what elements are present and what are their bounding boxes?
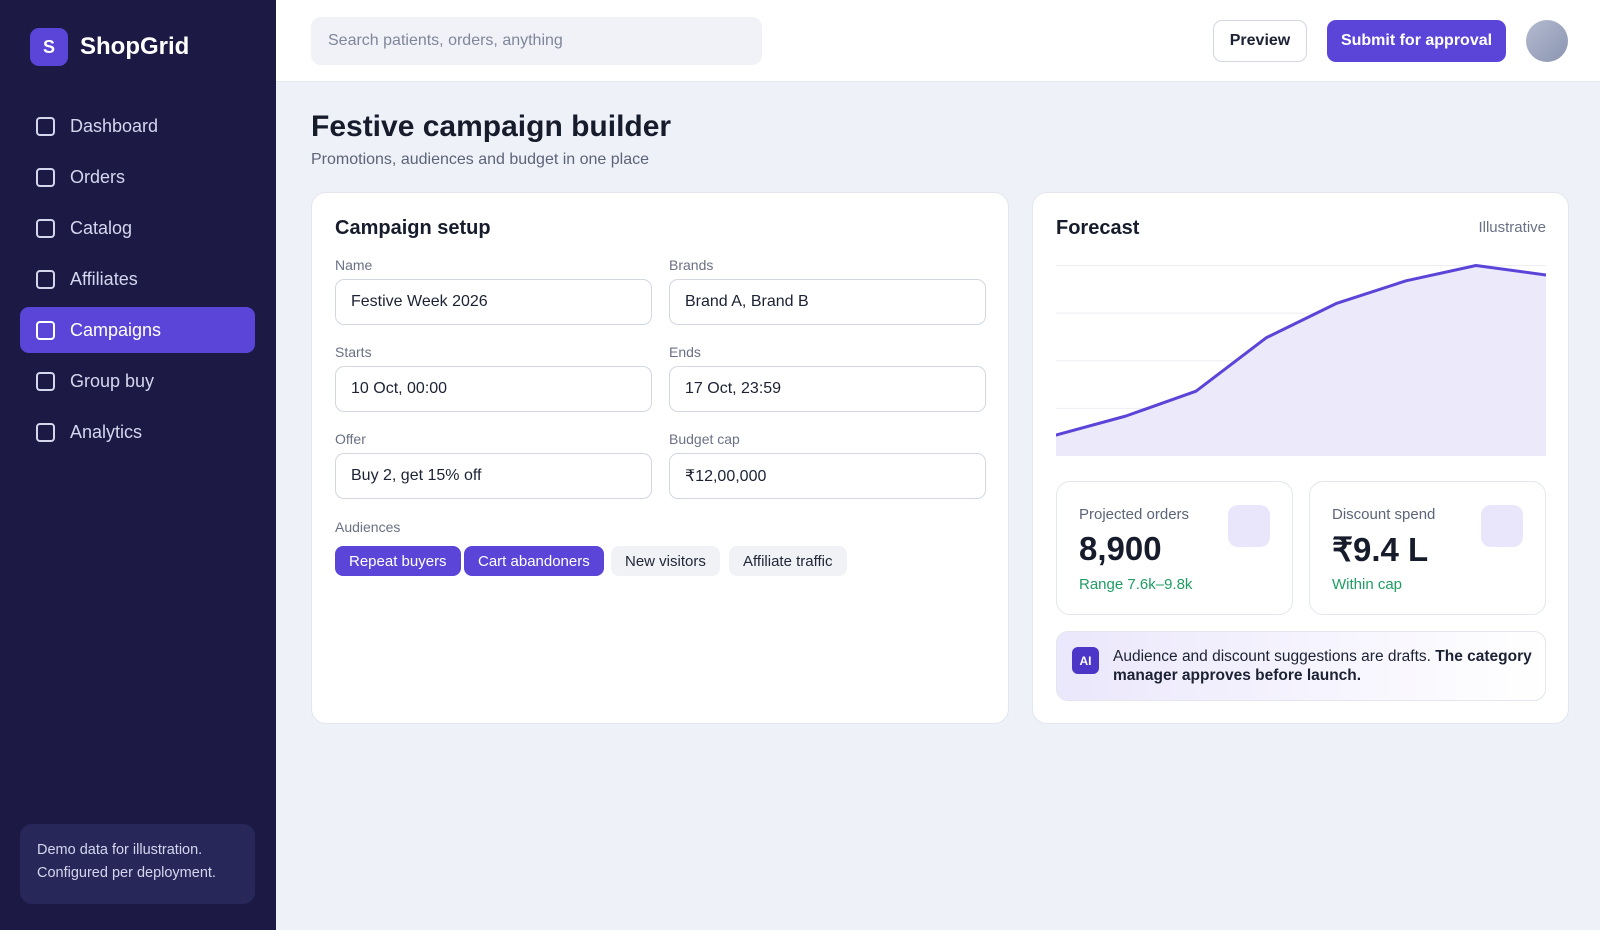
sidebar-item-label: Orders bbox=[70, 166, 126, 187]
sidebar-item-campaigns[interactable]: Campaigns bbox=[20, 307, 255, 353]
topbar: Preview Submit for approval bbox=[276, 0, 1600, 82]
sidebar-item-group-buy[interactable]: Group buy bbox=[20, 358, 255, 404]
brands-label: Brands bbox=[669, 257, 714, 273]
sidebar-item-label: Analytics bbox=[70, 421, 143, 442]
campaigns-icon bbox=[36, 320, 55, 340]
brand-logo: S bbox=[30, 28, 68, 66]
name-label: Name bbox=[335, 257, 373, 273]
brand[interactable]: S ShopGrid bbox=[30, 28, 189, 66]
stat-status: Within cap bbox=[1332, 576, 1403, 593]
sidebar-item-orders[interactable]: Orders bbox=[20, 154, 255, 200]
ai-note-text: Audience and discount suggestions are dr… bbox=[1113, 647, 1533, 685]
group-buy-icon bbox=[36, 371, 55, 391]
sidebar-item-affiliates[interactable]: Affiliates bbox=[20, 256, 255, 302]
sidebar-item-label: Catalog bbox=[70, 217, 133, 238]
audiences-label: Audiences bbox=[335, 519, 401, 535]
card-title: Forecast bbox=[1056, 217, 1140, 239]
stat-value: 8,900 bbox=[1079, 530, 1162, 567]
brands-field[interactable] bbox=[669, 279, 986, 325]
stat-value: ₹9.4 L bbox=[1332, 531, 1429, 568]
avatar[interactable] bbox=[1526, 20, 1568, 62]
campaign-setup-card: Campaign setup Name Brands Starts Ends O… bbox=[311, 192, 1009, 724]
affiliates-icon bbox=[36, 269, 55, 289]
demo-note-line: Configured per deployment. bbox=[37, 865, 216, 881]
demo-note-line: Demo data for illustration. bbox=[37, 842, 203, 858]
projected-orders-card: Projected orders 8,900 Range 7.6k–9.8k bbox=[1056, 481, 1293, 615]
ai-note-body: Audience and discount suggestions are dr… bbox=[1113, 648, 1431, 665]
ai-note-emphasis: The category manager approves before lau… bbox=[1113, 648, 1532, 684]
illustrative-note: Illustrative bbox=[1478, 219, 1546, 236]
sidebar: S ShopGrid Dashboard Orders Catalog Affi… bbox=[0, 0, 276, 930]
ai-badge-icon: AI bbox=[1072, 647, 1099, 674]
sidebar-item-label: Campaigns bbox=[70, 319, 162, 340]
sidebar-item-label: Affiliates bbox=[70, 268, 138, 289]
budget-cap-field[interactable] bbox=[669, 453, 986, 499]
offer-field[interactable] bbox=[335, 453, 652, 499]
analytics-icon bbox=[36, 422, 55, 442]
sidebar-item-dashboard[interactable]: Dashboard bbox=[20, 103, 255, 149]
orders-icon bbox=[36, 167, 55, 187]
budget-cap-label: Budget cap bbox=[669, 431, 740, 447]
forecast-card: Forecast Illustrative Projected orders 8… bbox=[1032, 192, 1569, 724]
sidebar-item-catalog[interactable]: Catalog bbox=[20, 205, 255, 251]
forecast-area bbox=[1056, 265, 1546, 456]
discount-spend-card: Discount spend ₹9.4 L Within cap bbox=[1309, 481, 1546, 615]
ends-field[interactable] bbox=[669, 366, 986, 412]
forecast-chart bbox=[1056, 264, 1546, 456]
starts-field[interactable] bbox=[335, 366, 652, 412]
starts-label: Starts bbox=[335, 344, 372, 360]
audience-chip-cart-abandoners[interactable]: Cart abandoners bbox=[464, 546, 604, 576]
preview-button[interactable]: Preview bbox=[1213, 20, 1307, 62]
sidebar-item-analytics[interactable]: Analytics bbox=[20, 409, 255, 455]
forecast-line bbox=[1056, 264, 1546, 437]
audience-chip-new-visitors[interactable]: New visitors bbox=[611, 546, 720, 576]
ai-suggestion-note: AI Audience and discount suggestions are… bbox=[1056, 631, 1546, 701]
name-field[interactable] bbox=[335, 279, 652, 325]
search-input[interactable] bbox=[311, 17, 762, 65]
audience-chip-repeat-buyers[interactable]: Repeat buyers bbox=[335, 546, 461, 576]
card-title: Campaign setup bbox=[335, 217, 491, 239]
orders-icon bbox=[1228, 505, 1270, 547]
sidebar-item-label: Dashboard bbox=[70, 115, 159, 136]
submit-for-approval-button[interactable]: Submit for approval bbox=[1327, 20, 1506, 62]
page-subtitle: Promotions, audiences and budget in one … bbox=[311, 151, 650, 168]
stat-range: Range 7.6k–9.8k bbox=[1079, 576, 1193, 593]
audience-chip-affiliate-traffic[interactable]: Affiliate traffic bbox=[729, 546, 847, 576]
dashboard-icon bbox=[36, 116, 55, 136]
catalog-icon bbox=[36, 218, 55, 238]
ends-label: Ends bbox=[669, 344, 701, 360]
stat-label: Discount spend bbox=[1332, 506, 1436, 523]
sidebar-item-label: Group buy bbox=[70, 370, 155, 391]
brand-name: ShopGrid bbox=[80, 33, 190, 60]
sidebar-nav: Dashboard Orders Catalog Affiliates Camp… bbox=[20, 103, 255, 460]
page-title: Festive campaign builder bbox=[311, 110, 672, 143]
demo-note: Demo data for illustration. Configured p… bbox=[20, 824, 255, 904]
stat-label: Projected orders bbox=[1079, 506, 1190, 523]
offer-label: Offer bbox=[335, 431, 366, 447]
spend-icon bbox=[1481, 505, 1523, 547]
